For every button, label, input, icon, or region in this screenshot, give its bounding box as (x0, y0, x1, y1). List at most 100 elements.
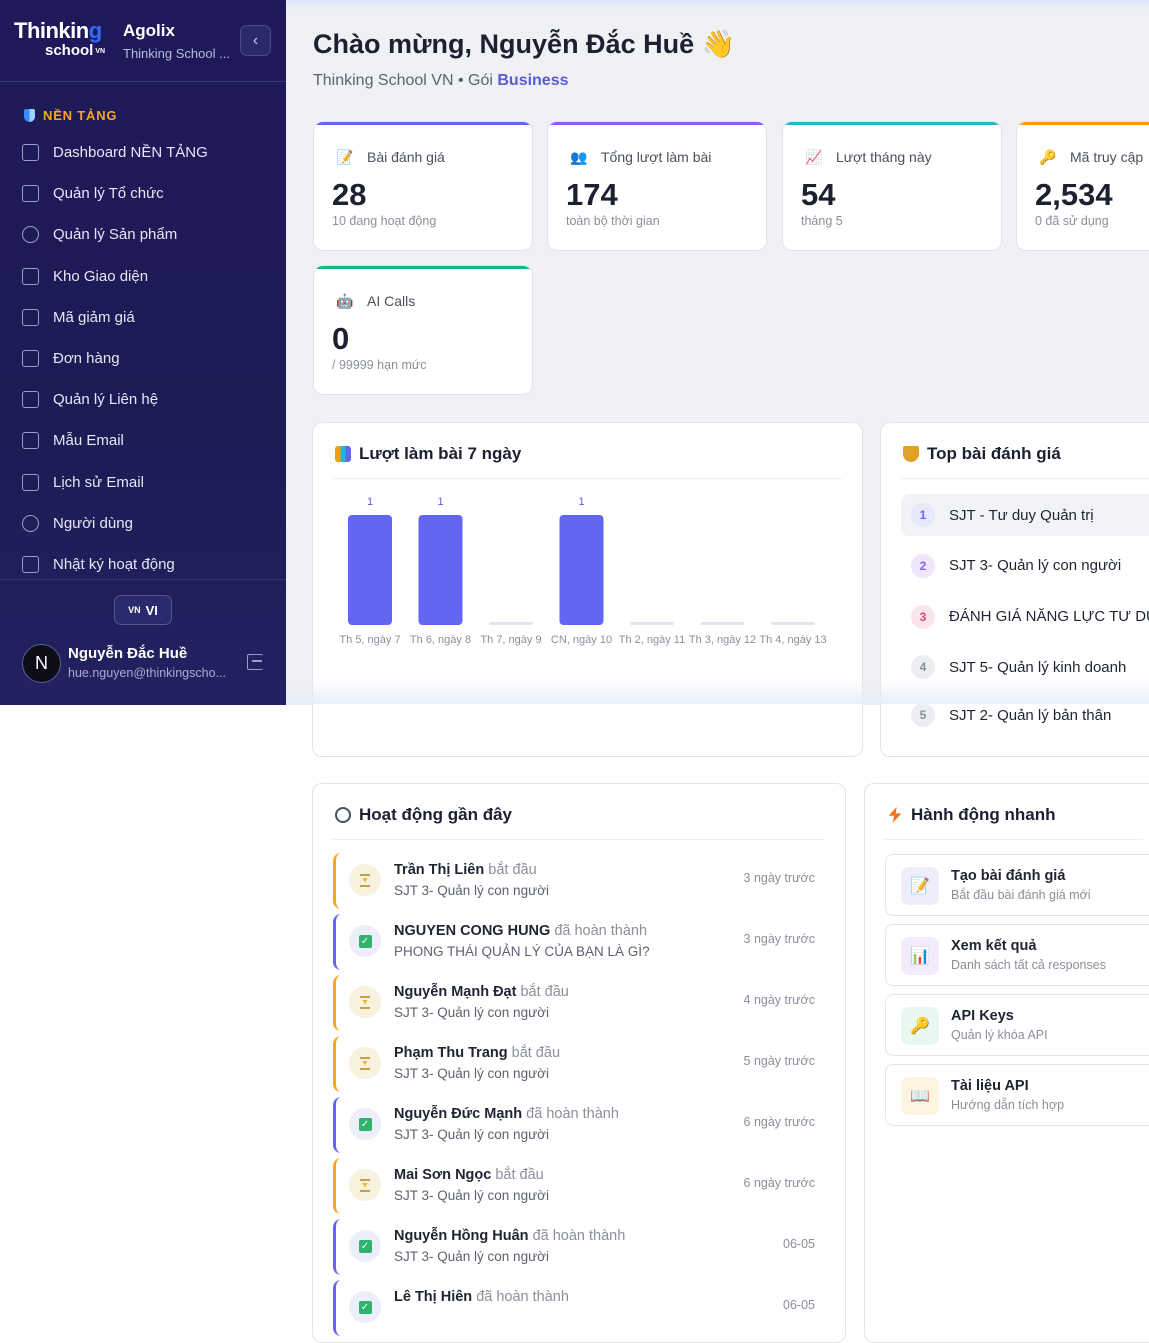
stat-hint: 10 đang hoạt động (332, 214, 437, 228)
memo-icon: 📝 (901, 867, 939, 905)
hourglass-icon (360, 1056, 370, 1070)
sidebar-item-3[interactable]: Kho Giao diện (0, 256, 286, 297)
top-glow (286, 0, 1149, 10)
sidebar-item-7[interactable]: Mẫu Email (0, 420, 286, 461)
trophy-icon (903, 446, 919, 462)
chart-card-overflow (312, 704, 863, 757)
quick-action-button[interactable]: 📖 Tài liệu API Hướng dẫn tích hợp (885, 1064, 1149, 1126)
recent-activity-card: Hoạt động gần đây Trần Thị Liên bắt đầu S… (312, 783, 846, 1343)
quick-action-subtitle: Hướng dẫn tích hợp (951, 1098, 1065, 1112)
checkmark-icon: ✓ (358, 1300, 372, 1314)
sidebar-item-label: Người dùng (53, 514, 133, 532)
stat-value: 174 (566, 177, 618, 212)
quick-action-button[interactable]: 🔑 API Keys Quản lý khóa API (885, 994, 1149, 1056)
top-item-label: SJT - Tư duy Quản trị (949, 506, 1094, 524)
bar[interactable] (418, 515, 463, 625)
activity-user: Lê Thị Hiên (394, 1289, 473, 1305)
stat-hint: tháng 5 (801, 214, 843, 228)
top-item-overflow[interactable]: 5 SJT 2- Quản lý bản thân (901, 704, 1149, 736)
plan-badge[interactable]: Business (497, 72, 569, 89)
rank-badge: 4 (911, 655, 935, 680)
sidebar-item-label: Quản lý Tổ chức (53, 185, 164, 203)
collapse-sidebar-button[interactable]: ‹ (240, 25, 271, 56)
rank-badge: 2 (911, 553, 935, 578)
activity-status-icon: ✓ (349, 925, 381, 957)
page-subtitle: Thinking School VN • Gói Business (313, 72, 569, 90)
top-assessment-item[interactable]: 2 SJT 3- Quản lý con người (901, 545, 1149, 587)
stat-card[interactable]: 🔑 Mã truy cập 2,534 0 đã sử dụng (1016, 121, 1149, 251)
sidebar-item-0[interactable]: Dashboard NỀN TẢNG (0, 132, 286, 173)
x-tick-label: Th 5, ngày 7 (339, 634, 400, 646)
stat-card[interactable]: 📝 Bài đánh giá 28 10 đang hoạt động (313, 121, 533, 251)
x-tick-label: Th 4, ngày 13 (759, 634, 826, 646)
language-switcher[interactable]: VN VI (114, 595, 172, 625)
stat-card[interactable]: 🤖 AI Calls 0 / 99999 hạn mức (313, 265, 533, 395)
quick-action-title: API Keys (951, 1008, 1014, 1024)
bar-value-label: 1 (578, 496, 584, 508)
rank-badge: 1 (911, 503, 935, 527)
x-tick-label: CN, ngày 10 (551, 634, 612, 646)
activity-assessment: SJT 3- Quản lý con người (394, 883, 549, 898)
quick-action-button[interactable]: 📝 Tạo bài đánh giá Bắt đầu bài đánh giá mớ… (885, 854, 1149, 916)
top-card-overflow: 5 SJT 2- Quản lý bản thân (880, 704, 1149, 757)
activity-title: Hoạt động gần đây (359, 805, 512, 824)
card-divider (901, 478, 1149, 479)
activity-verb: đã hoàn thành (532, 1228, 626, 1244)
activity-time: 06-05 (783, 1237, 815, 1251)
bar[interactable] (559, 515, 604, 625)
activity-verb: đã hoàn thành (554, 923, 648, 939)
activity-item[interactable]: Trần Thị Liên bắt đầu SJT 3- Quản lý con … (333, 853, 825, 909)
top-assessment-item[interactable]: 4 SJT 5- Quản lý kinh doanh (901, 646, 1149, 688)
sidebar-item-8[interactable]: Lịch sử Email (0, 462, 286, 503)
sidebar-item-1[interactable]: Quản lý Tổ chức (0, 173, 286, 214)
thinking-school-logo[interactable]: Thinking school VN (14, 20, 114, 62)
box-icon (22, 226, 39, 244)
activity-time: 5 ngày trước (743, 1054, 815, 1068)
sidebar-item-4[interactable]: Mã giảm giá (0, 297, 286, 338)
activity-item[interactable]: Nguyễn Mạnh Đạt bắt đầu SJT 3- Quản lý co… (333, 975, 825, 1031)
logout-icon[interactable] (247, 654, 263, 670)
logo-text-g: g (88, 18, 102, 43)
activity-item[interactable]: ✓ Lê Thị Hiên đã hoàn thành 06-05 (333, 1280, 825, 1336)
sidebar-item-label: Lịch sử Email (53, 473, 144, 491)
activity-item[interactable]: ✓ NGUYEN CONG HUNG đã hoàn thành PHONG THÁ… (333, 914, 825, 970)
activity-status-icon (349, 864, 381, 896)
top-card-title: Top bài đánh giá (927, 444, 1061, 463)
sidebar-item-label: Mã giảm giá (53, 308, 135, 326)
activity-user: Phạm Thu Trang (394, 1045, 508, 1061)
main-content: Chào mừng, Nguyễn Đắc Huề 👋 Thinking Sch… (286, 0, 1149, 705)
stat-value: 0 (332, 321, 350, 356)
rank-badge: 5 (911, 704, 935, 727)
sidebar-item-9[interactable]: Người dùng (0, 503, 286, 544)
sidebar-item-2[interactable]: Quản lý Sản phẩm (0, 214, 286, 255)
activity-item[interactable]: ✓ Nguyễn Đức Mạnh đã hoàn thành SJT 3- Quả… (333, 1097, 825, 1153)
top-assessment-item[interactable]: 3 ĐÁNH GIÁ NĂNG LỰC TƯ DU (901, 596, 1149, 638)
bar[interactable] (348, 515, 392, 625)
avatar[interactable]: N (22, 644, 61, 683)
credit-card-icon (22, 308, 39, 326)
sidebar-item-5[interactable]: Đơn hàng (0, 338, 286, 379)
sidebar-item-label: Nhật ký hoạt động (53, 555, 175, 573)
dashboard-grid-icon (22, 144, 39, 162)
activity-item[interactable]: ✓ Nguyễn Hồng Huân đã hoàn thành SJT 3- Qu… (333, 1219, 825, 1275)
stat-accent-bar (314, 122, 532, 125)
sidebar-item-10[interactable]: Nhật ký hoạt động (0, 544, 286, 585)
stat-card[interactable]: 👥 Tổng lượt làm bài 174 toàn bộ thời gian (547, 121, 767, 251)
stat-card[interactable]: 📈 Lượt tháng này 54 tháng 5 (782, 121, 1002, 251)
quick-action-button[interactable]: 📊 Xem kết quả Danh sách tất cả responses (885, 924, 1149, 986)
activity-item[interactable]: Mai Sơn Ngọc bắt đầu SJT 3- Quản lý con n… (333, 1158, 825, 1214)
activity-user: NGUYEN CONG HUNG (394, 923, 551, 939)
org-name: Thinking School ... (123, 46, 230, 61)
document-icon (22, 267, 39, 285)
sidebar-item-6[interactable]: Quản lý Liên hệ (0, 379, 286, 420)
activity-item[interactable]: Phạm Thu Trang bắt đầu SJT 3- Quản lý con… (333, 1036, 825, 1092)
sidebar: Thinking school VN Agolix Thinking School… (0, 0, 286, 705)
card-divider (885, 839, 1143, 840)
checkmark-icon: ✓ (358, 1117, 372, 1131)
top-assessments-card: Top bài đánh giá 1 SJT - Tư duy Quản trị 2… (880, 422, 1149, 705)
activity-user: Nguyễn Đức Mạnh (394, 1106, 523, 1122)
top-assessment-item[interactable]: 1 SJT - Tư duy Quản trị (901, 494, 1149, 536)
activity-time: 4 ngày trước (743, 993, 815, 1007)
activity-verb: đã hoàn thành (476, 1289, 569, 1305)
quick-actions-card: Hành động nhanh 📝 Tạo bài đánh giá Bắt đầu… (864, 783, 1149, 1343)
